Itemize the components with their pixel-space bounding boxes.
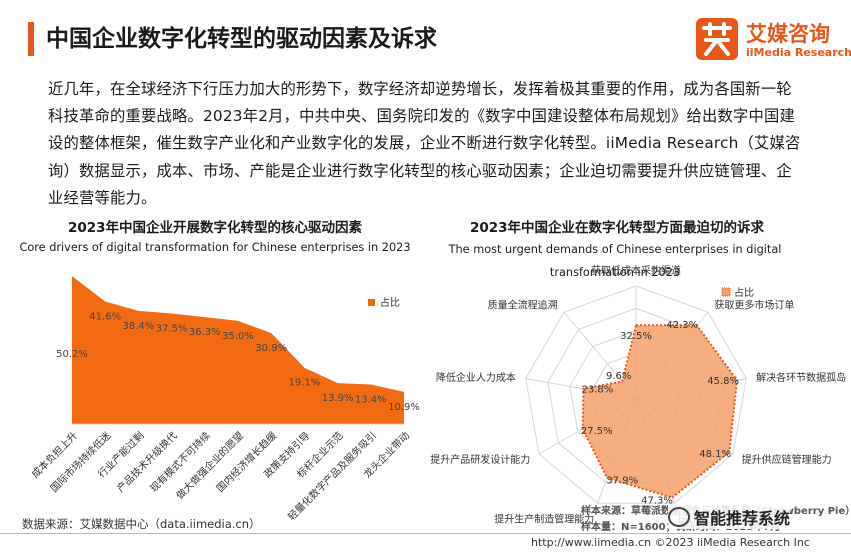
radar-data-label: 45.8% xyxy=(707,376,739,387)
radar-grid-ring xyxy=(525,285,747,504)
area-category-label: 现有模式不可持续 xyxy=(147,429,213,495)
area-data-label: 10.9% xyxy=(388,402,420,413)
area-data-label: 36.3% xyxy=(189,327,221,338)
radar-chart-subtitle: The most urgent demands of Chinese enter… xyxy=(448,243,782,279)
area-category-label: 国际市场持续低迷 xyxy=(48,429,114,495)
radar-data-label: 37.9% xyxy=(606,476,638,487)
intro-paragraph: 近几年，在全球经济下行压力加大的形势下，数字经济却逆势增长，发挥着极其重要的作用… xyxy=(48,80,801,207)
area-legend-swatch xyxy=(368,299,375,306)
radar-data-label: 27.5% xyxy=(581,426,613,437)
area-data-label: 13.4% xyxy=(355,395,387,406)
radar-data-label: 47.3% xyxy=(641,495,673,506)
radar-data-label: 48.1% xyxy=(699,449,731,460)
title-accent-bar xyxy=(28,22,34,56)
radar-data-label: 9.6% xyxy=(606,371,631,382)
area-data-label: 37.5% xyxy=(156,324,188,335)
radar-legend-swatch xyxy=(721,287,731,297)
area-data-label: 13.9% xyxy=(322,393,354,404)
area-data-label: 30.9% xyxy=(255,343,287,354)
radar-data-label: 42.3% xyxy=(666,320,698,331)
logo-text-cn: 艾媒咨询 xyxy=(746,22,830,46)
area-data-label: 19.1% xyxy=(289,378,321,389)
radar-data-label: 32.5% xyxy=(620,331,652,342)
area-data-label: 35.0% xyxy=(222,331,254,342)
area-data-label: 38.4% xyxy=(123,321,155,332)
radar-category-label: 提升生产制造管理能力 xyxy=(494,513,594,526)
radar-category-label: 质量全流程追溯 xyxy=(488,299,558,312)
watermark: 智能推荐系统 xyxy=(668,505,791,529)
radar-category-label: 提升产品研发设计能力 xyxy=(430,453,530,466)
footer-copyright: http://www.iimedia.cn ©2023 iiMedia Rese… xyxy=(531,536,810,549)
page-title: 中国企业数字化转型的驱动因素及诉求 xyxy=(46,26,437,52)
radar-category-label: 降低企业人力成本 xyxy=(436,371,516,384)
area-category-label: 国内经济增长趋缓 xyxy=(214,429,280,495)
area-chart-title: 2023年中国企业开展数字化转型的核心驱动因素 xyxy=(67,220,363,236)
radar-series-area xyxy=(581,324,739,499)
footer-divider xyxy=(0,533,851,534)
area-category-label: 产品技术升级换代 xyxy=(114,429,180,495)
radar-category-label: 获取更多市场订单 xyxy=(714,299,794,312)
radar-legend-label: 占比 xyxy=(734,286,754,299)
radar-category-label: 解决各环节数据孤岛 xyxy=(756,371,846,384)
area-series-fill xyxy=(72,276,404,424)
area-data-label: 41.6% xyxy=(89,311,121,322)
watermark-text: 智能推荐系统 xyxy=(694,509,791,528)
radar-data-label: 23.8% xyxy=(582,384,614,395)
area-legend-label: 占比 xyxy=(380,296,400,309)
iimedia-logo: 艾媒咨询 iiMedia Research xyxy=(696,14,851,66)
wechat-icon xyxy=(668,507,690,527)
logo-text-en: iiMedia Research xyxy=(746,46,851,59)
area-data-label: 50.2% xyxy=(56,349,88,360)
logo-mark-icon xyxy=(696,18,738,60)
data-source: 数据来源：艾媒数据中心（data.iimedia.cn） xyxy=(22,517,261,531)
radar-category-label: 提升供应链管理能力 xyxy=(742,453,832,466)
radar-category-label: 获取低成本采购渠道 xyxy=(591,264,681,277)
area-chart-subtitle: Core drivers of digital transformation f… xyxy=(19,241,411,254)
radar-chart-title: 2023年中国企业在数字化转型方面最迫切的诉求 xyxy=(469,220,765,236)
